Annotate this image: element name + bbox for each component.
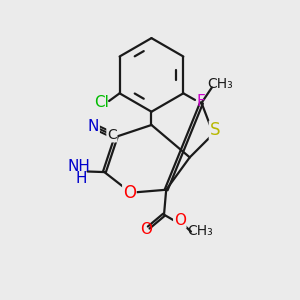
Text: O: O (123, 184, 136, 202)
Text: NH: NH (67, 159, 90, 174)
Text: F: F (196, 94, 205, 109)
Text: O: O (140, 222, 152, 237)
Text: CH₃: CH₃ (207, 76, 233, 91)
Text: Cl: Cl (94, 95, 109, 110)
Text: C: C (107, 128, 117, 142)
Text: N: N (88, 119, 99, 134)
Text: H: H (76, 171, 87, 186)
Text: S: S (209, 121, 220, 139)
Text: CH₃: CH₃ (187, 224, 213, 238)
Text: O: O (174, 213, 186, 228)
